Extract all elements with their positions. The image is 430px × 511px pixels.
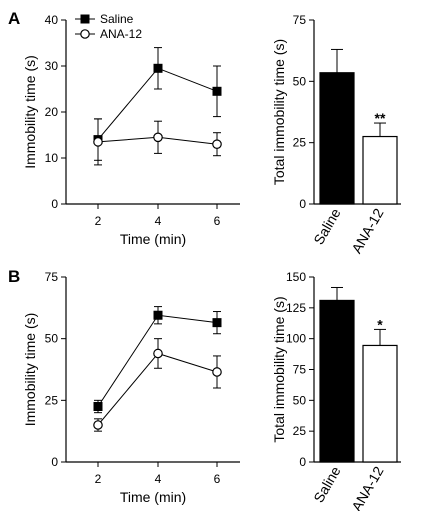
- panel-a-label: A: [8, 9, 20, 28]
- panel-a-line-ylabel: Immobility time (s): [22, 55, 38, 169]
- panel-b-bar-saline: [319, 299, 355, 463]
- panel-a-bar-ytick-label: 75: [293, 13, 307, 27]
- panel-a-bar-ana-12: [362, 135, 398, 205]
- panel-b-line-xlabel: Time (min): [120, 489, 186, 505]
- panel-b-line-ytick-label: 50: [45, 332, 59, 346]
- panel-b-line-ylabel: Immobility time (s): [22, 313, 38, 427]
- panel-b-bar-ana-12: [362, 344, 398, 463]
- panel-a-line-ytick-label: 10: [45, 151, 59, 165]
- panel-a-series-ana-12-point: [93, 137, 103, 147]
- panel-a-series-saline-point: [153, 63, 163, 73]
- panel-a-line-ytick-label: 0: [51, 197, 58, 211]
- panel-b-bar-saline-label: Saline: [310, 463, 343, 505]
- panel-b-line-ytick-label: 75: [45, 270, 59, 284]
- panel-b-line-xtick-label: 4: [155, 472, 162, 486]
- panel-b-bar-ytick-label: 25: [293, 424, 307, 438]
- panel-b-series-ana-12-point: [153, 348, 163, 359]
- panel-a-bar-saline: [319, 72, 355, 205]
- panel-a-legend-label: Saline: [100, 12, 134, 26]
- panel-b-series-saline-point: [93, 402, 103, 411]
- panel-a-bar-saline-label: Saline: [310, 205, 343, 247]
- panel-b-series-saline-point: [153, 310, 163, 320]
- panel-a-bar-ytick-label: 50: [293, 74, 307, 88]
- panel-a-line-xtick-label: 2: [95, 214, 102, 228]
- panel-a-legend-marker: [80, 14, 90, 24]
- panel-a-line-xtick-label: 6: [214, 214, 221, 228]
- panel-b-bar-ylabel: Total immobility time (s): [271, 296, 287, 442]
- panel-a-line-xtick-label: 4: [155, 214, 162, 228]
- panel-a-bar-ytick-label: 0: [299, 197, 306, 211]
- panel-a-bar-ylabel: Total immobility time (s): [271, 39, 287, 185]
- panel-b-bar-ana-12-label: ANA-12: [348, 463, 386, 511]
- panel-b-line-xtick-label: 2: [95, 472, 102, 486]
- panel-b-series-ana-12-point: [93, 420, 103, 430]
- panel-b-line-ytick-label: 25: [45, 393, 59, 407]
- panel-b-bar-ytick-label: 75: [293, 363, 307, 377]
- panel-a-legend-label: ANA-12: [100, 27, 142, 41]
- panel-b-bar-ytick-label: 50: [293, 393, 307, 407]
- panel-a-line-ytick-label: 40: [45, 13, 59, 27]
- panel-b-series-saline-point: [212, 318, 222, 328]
- panel-a-line-ytick-label: 20: [45, 105, 59, 119]
- panel-a-line-xlabel: Time (min): [120, 231, 186, 247]
- panel-b-bar-ytick-label: 125: [286, 301, 306, 315]
- panel-a-series-ana-12-point: [212, 139, 222, 149]
- panel-a-series-saline-point: [212, 86, 222, 96]
- panel-b-label: B: [8, 267, 20, 286]
- panel-a-bar-ana-12-label: ANA-12: [348, 205, 386, 256]
- panel-a-series-ana-12-point: [153, 132, 163, 143]
- panel-b-line-xtick-label: 6: [214, 472, 221, 486]
- panel-b-bar-ytick-label: 100: [286, 332, 306, 346]
- panel-a-bar-ytick-label: 25: [293, 136, 307, 150]
- panel-b-bar-ytick-label: 0: [299, 455, 306, 469]
- panel-a-legend-marker: [80, 29, 90, 39]
- panel-a-significance-marker: **: [375, 110, 386, 126]
- panel-b-significance-marker: *: [377, 316, 383, 332]
- panel-b-line-ytick-label: 0: [51, 455, 58, 469]
- panel-b-series-ana-12-point: [212, 367, 222, 377]
- panel-b-bar-ytick-label: 150: [286, 270, 306, 284]
- panel-a-line-ytick-label: 30: [45, 59, 59, 73]
